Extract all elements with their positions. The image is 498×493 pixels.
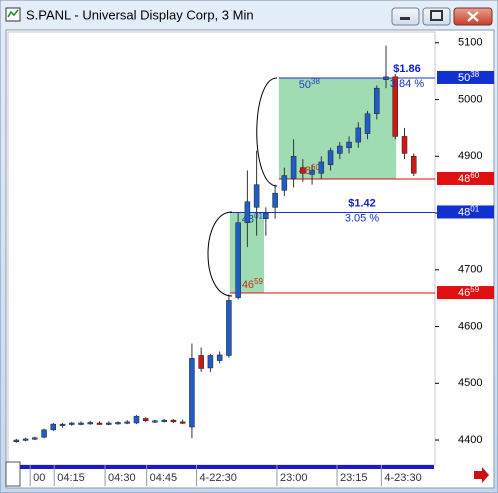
candle-body [198,355,204,369]
range-percent: 3.84 % [390,78,424,90]
candle-body [281,175,288,191]
candle-body [226,300,232,356]
x-tick-label: 04:30 [108,472,136,484]
candle-body [69,422,75,425]
candle-body [13,439,20,442]
range-change: $1.86 [393,63,421,75]
candle-body [59,423,66,426]
window-title: S.PANL - Universal Display Corp, 3 Min [26,7,254,22]
candle-body [364,113,371,134]
y-tick-label: 5100 [458,37,482,49]
x-tick-label: 00 [33,472,45,484]
low-level-label: 4659 [242,277,264,291]
candle-body [115,422,121,425]
window-icon [5,7,21,22]
scroll-bar[interactable] [20,465,434,469]
candle-body [87,422,94,425]
scroll-right-arrow[interactable] [474,467,489,483]
candle-body [161,419,167,422]
close-button[interactable] [453,7,493,26]
high-price-tag-label: 4801 [458,205,480,219]
candle-body [41,429,47,438]
y-tick-label: 4500 [458,377,482,389]
candle-body [272,192,278,208]
candle-body [170,419,177,423]
high-price-tag [437,70,494,84]
x-tick-label: 23:15 [340,472,368,484]
candle-body [327,150,334,166]
y-tick-label: 4700 [458,264,482,276]
candle-body [410,156,417,174]
x-tick-label: 4-23:30 [384,472,421,484]
candle-body [355,127,362,143]
range-percent: 3.05 % [345,212,379,224]
candle-body [374,87,380,114]
minimize-button[interactable] [391,7,420,26]
candle-body [105,422,112,425]
range-change: $1.42 [348,197,376,209]
candle-body [50,423,57,431]
candle-body [22,438,29,441]
candle-body [346,141,352,149]
range-brackets [207,77,278,297]
candle-body [32,437,38,440]
candle-body [133,415,140,424]
candle-body [142,418,149,421]
candle-body [392,76,399,137]
y-tick-label: 4600 [458,320,482,332]
candle-body [401,136,408,154]
x-tick-label: 23:00 [280,472,308,484]
low-price-tag-label: 4860 [458,171,480,185]
x-tick-label: 04:45 [150,472,178,484]
candle-body [253,184,260,208]
candle-body [263,212,269,219]
low-price-tag-label: 4659 [458,285,480,299]
candle-body [216,354,223,361]
candle-body [78,422,84,425]
candle-body [96,422,103,425]
candle-body [309,170,315,175]
candle-body [235,222,241,298]
y-tick-label: 4900 [458,150,482,162]
candle-body [300,167,306,174]
candle-body [290,156,297,180]
x-tick-label: 4-22:30 [200,472,237,484]
candle-body [337,145,343,154]
candle-body [207,355,214,369]
candle-body [244,201,251,223]
candle-body [189,358,195,428]
high-level-label: 5038 [299,77,321,91]
scroll-box[interactable] [5,461,21,487]
candle-body [124,421,130,424]
candle-body [152,420,158,423]
candle-body [179,421,186,424]
y-tick-label: 4400 [458,434,482,446]
low-price-tag [437,171,494,185]
candle-body [318,161,325,174]
y-tick-label: 5000 [458,93,482,105]
maximize-button[interactable] [422,7,451,26]
candle-body [383,76,389,80]
low-price-tag [437,286,494,300]
high-price-tag-label: 5038 [458,70,480,84]
high-price-tag [437,205,494,219]
x-tick-label: 04:15 [57,472,85,484]
